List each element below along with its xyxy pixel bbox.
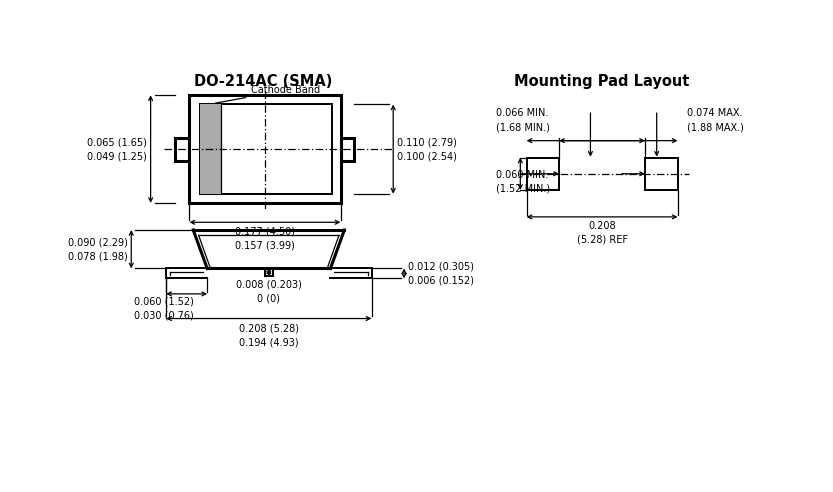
Text: 0.012 (0.305)
0.006 (0.152): 0.012 (0.305) 0.006 (0.152) bbox=[408, 261, 474, 285]
Text: DO-214AC (SMA): DO-214AC (SMA) bbox=[194, 74, 332, 90]
Text: 0.090 (2.29)
0.078 (1.98): 0.090 (2.29) 0.078 (1.98) bbox=[67, 237, 127, 261]
Bar bbox=[176, 138, 189, 161]
Bar bbox=[200, 104, 332, 194]
Text: Cathode Band: Cathode Band bbox=[215, 85, 321, 103]
Text: 0.208 (5.28)
0.194 (4.93): 0.208 (5.28) 0.194 (4.93) bbox=[239, 323, 299, 347]
Text: 0.177 (4.50)
0.157 (3.99): 0.177 (4.50) 0.157 (3.99) bbox=[235, 227, 295, 251]
Text: Mounting Pad Layout: Mounting Pad Layout bbox=[514, 74, 690, 90]
Bar bbox=[526, 157, 559, 190]
Bar bbox=[341, 138, 355, 161]
Bar bbox=[189, 95, 341, 203]
Bar bbox=[645, 157, 677, 190]
Bar bbox=[200, 104, 221, 194]
Text: 0.110 (2.79)
0.100 (2.54): 0.110 (2.79) 0.100 (2.54) bbox=[397, 137, 457, 161]
Text: 0.008 (0.203)
0 (0): 0.008 (0.203) 0 (0) bbox=[236, 279, 302, 303]
Text: 0.065 (1.65)
0.049 (1.25): 0.065 (1.65) 0.049 (1.25) bbox=[87, 137, 147, 161]
Text: 0.208
(5.28) REF: 0.208 (5.28) REF bbox=[576, 221, 627, 245]
Text: 0.066 MIN.
(1.68 MIN.): 0.066 MIN. (1.68 MIN.) bbox=[496, 108, 550, 132]
Text: 0.074 MAX.
(1.88 MAX.): 0.074 MAX. (1.88 MAX.) bbox=[687, 108, 744, 132]
Text: 0.060 MIN.
(1.52 MIN.): 0.060 MIN. (1.52 MIN.) bbox=[496, 170, 550, 194]
Text: 0.060 (1.52)
0.030 (0.76): 0.060 (1.52) 0.030 (0.76) bbox=[133, 297, 193, 321]
